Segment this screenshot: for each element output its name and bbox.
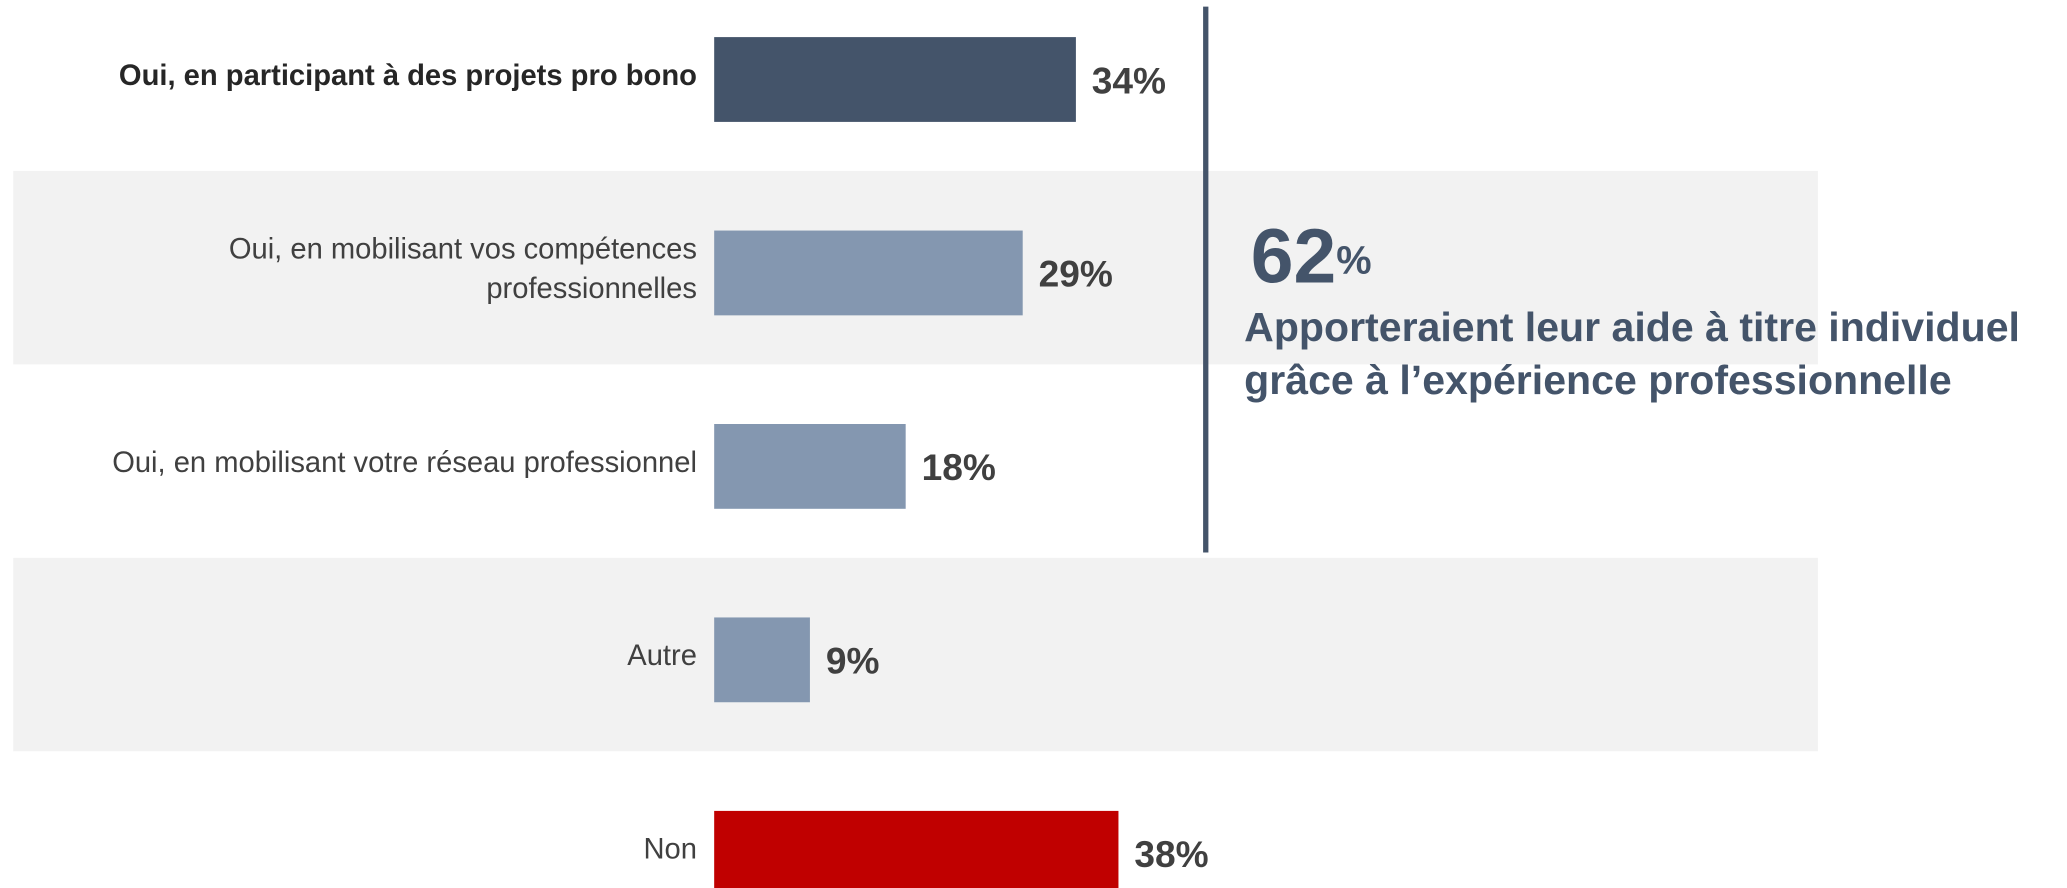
chart-body: 34% Oui, en participant à des projets pro… [13,6,2020,888]
callout-text: grâce à l’expérience professionnelle [1244,357,1952,403]
category-label: Non [643,833,696,865]
bar [714,230,1023,316]
category-label: Oui, en participant à des projets pro bo… [119,60,697,92]
value-label: 34% [1092,59,1166,101]
callout-text: Apporteraient leur aide à titre individu… [1244,304,2020,350]
category-label: Autre [627,640,697,672]
callout-value: 62% [1251,214,1372,300]
value-label: 9% [826,640,880,682]
category-label: Oui, en mobilisant vos compétences profes… [229,233,697,305]
category-label: Oui, en mobilisant votre réseau professi… [112,446,697,478]
bar [714,37,1076,122]
bar [714,810,1119,888]
value-label: 29% [1039,253,1113,295]
bar [714,424,906,509]
row-band [13,557,1818,752]
value-label: 38% [1134,833,1208,875]
value-label: 18% [922,446,996,488]
bar [714,617,810,703]
